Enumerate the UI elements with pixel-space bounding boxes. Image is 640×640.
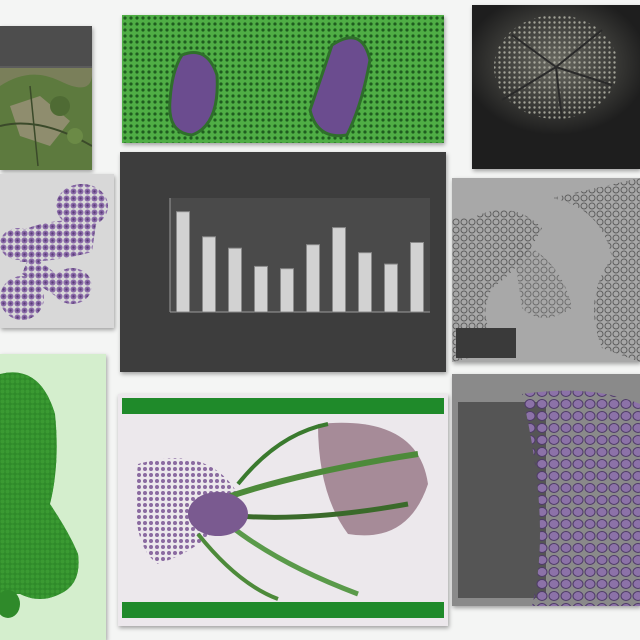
- chart-bar: [228, 247, 242, 313]
- micrograph-image: [472, 5, 640, 135]
- panel-green-tissue: [122, 15, 444, 143]
- bar-chart: [169, 198, 430, 313]
- panel-cells: [452, 374, 640, 606]
- chart-bar: [202, 236, 216, 313]
- panel-green-organ: [0, 354, 106, 640]
- panel-molecule: [0, 174, 114, 328]
- fibers-image: [118, 394, 448, 626]
- chart-bar: [410, 242, 424, 313]
- green-tissue-image: [122, 15, 444, 143]
- chart-bar: [332, 227, 346, 313]
- chart-bar: [254, 265, 268, 313]
- molecule-image: [0, 174, 114, 328]
- chart-bar: [358, 252, 372, 313]
- panel-satellite-map: [0, 26, 92, 170]
- panel-micrograph: [472, 5, 640, 169]
- panel-network: [452, 178, 640, 362]
- network-image: [452, 178, 640, 362]
- chart-bar: [176, 211, 190, 313]
- green-organ-image: [0, 354, 106, 640]
- chart-bar: [306, 244, 320, 313]
- panel-fibers: [118, 394, 448, 626]
- chart-bar: [384, 263, 398, 313]
- chart-bar: [280, 268, 294, 313]
- satellite-map-image: [0, 26, 92, 170]
- panel-bar-chart: [120, 152, 446, 372]
- cells-image: [452, 374, 640, 606]
